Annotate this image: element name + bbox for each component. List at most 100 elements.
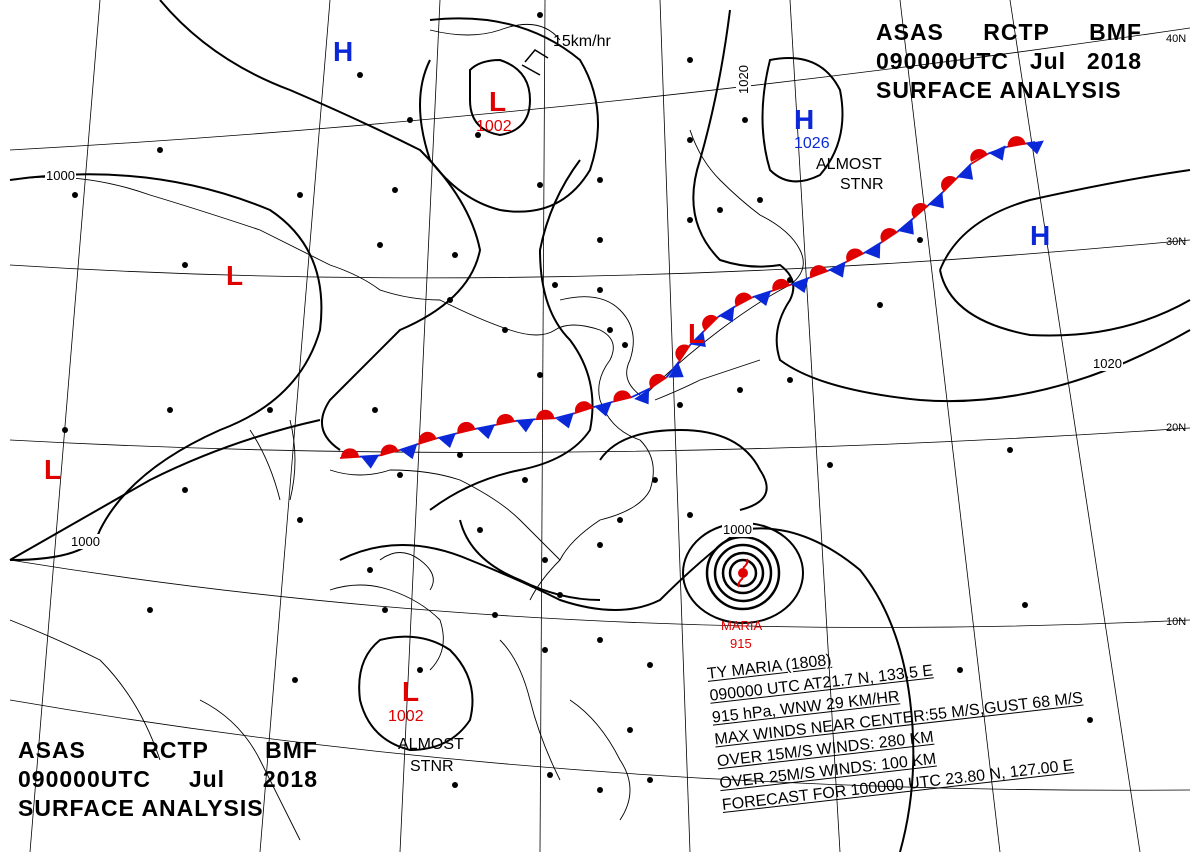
typhoon-rings [682, 522, 804, 624]
header-title: SURFACE ANALYSIS [876, 77, 1122, 103]
latitude-label: 40N [1166, 33, 1187, 45]
cold-front-symbol [438, 433, 456, 448]
cold-front-symbol [634, 388, 650, 405]
header-bulletin: BMF [265, 737, 318, 763]
cold-front-symbol [1026, 140, 1044, 155]
front-segment [554, 412, 575, 420]
warm-front-symbol [1007, 136, 1026, 147]
header-source: ASAS [18, 737, 86, 763]
front-segment [612, 396, 633, 403]
motion-arrow [521, 49, 549, 76]
warm-front-symbol [380, 444, 399, 457]
header-line-2: 090000UTC Jul 2018 [18, 765, 318, 794]
front-segment [456, 427, 477, 435]
low-pressure-symbol: L [688, 318, 706, 349]
warm-front-symbol [496, 413, 515, 425]
warm-front-symbol [941, 175, 957, 192]
cold-front-symbol [594, 402, 612, 417]
warm-front-symbol [340, 448, 359, 458]
high-pressure-symbol: H [333, 36, 354, 67]
cold-front-symbol [556, 413, 574, 429]
front-segment [809, 269, 829, 279]
stationary-front [339, 136, 1044, 469]
isobar-label: 1020 [1092, 356, 1123, 371]
header-year: 2018 [262, 766, 318, 792]
header-line-2: 090000UTC Jul 2018 [876, 47, 1142, 76]
cold-front-symbol [957, 164, 974, 180]
warm-front-symbol [649, 373, 666, 388]
header-bottom-left: ASAS RCTP BMF 090000UTC Jul 2018 SURFACE… [18, 736, 318, 823]
motion-speed: 15km/hr [553, 33, 611, 50]
cold-front-symbol [791, 278, 809, 293]
isobar-label: 1000 [45, 168, 76, 183]
header-source: ASAS [876, 19, 944, 45]
high-pressure-symbol: H [794, 104, 815, 135]
stationary-note: ALMOST [398, 736, 464, 753]
cold-front-symbol [690, 331, 706, 347]
warm-front-symbol [702, 314, 718, 331]
front-segment [970, 152, 989, 165]
isobar-label: 1020 [735, 64, 751, 95]
coastlines [9, 23, 804, 841]
low-pressure-symbol: L [489, 86, 507, 117]
latitude-label: 10N [1166, 616, 1187, 628]
warm-front-symbol [675, 344, 690, 361]
header-time: 090000UTC [18, 766, 152, 792]
warm-front-symbol [880, 228, 897, 243]
cold-front-symbol [477, 425, 495, 440]
cold-front-symbol [753, 291, 771, 307]
low-pressure-symbol: L [44, 454, 62, 485]
warm-front-symbol [574, 401, 593, 413]
typhoon-symbol [737, 558, 749, 588]
header-year: 2018 [1086, 48, 1142, 74]
front-segment [417, 437, 438, 445]
warm-front-symbol [772, 278, 790, 291]
warm-front-symbol [911, 203, 928, 218]
warm-front-symbol [970, 148, 988, 162]
warm-front-symbol [418, 431, 437, 444]
low-pressure-value: 1002 [388, 708, 424, 725]
header-month: Jul [188, 766, 226, 792]
isobar-label: 1000 [70, 534, 101, 549]
cold-front-symbol [829, 262, 846, 278]
warm-front-symbol [457, 421, 476, 434]
header-station: RCTP [142, 737, 209, 763]
low-pressure-value: 1002 [476, 118, 512, 135]
low-pressure-symbol: L [402, 676, 420, 707]
graticule [9, 0, 1191, 852]
front-segment [927, 191, 944, 207]
isobar-label: 1000 [722, 522, 753, 537]
header-title: SURFACE ANALYSIS [18, 795, 264, 821]
front-segment [631, 387, 651, 398]
low-pressure-symbol: L [226, 260, 244, 291]
warm-front-symbol [809, 265, 828, 278]
latitude-label: 30N [1166, 236, 1187, 248]
cold-front-symbol [898, 219, 914, 235]
stationary-note: STNR [840, 176, 884, 193]
cold-front-symbol [989, 145, 1006, 161]
cold-front-symbol [865, 243, 881, 259]
cold-front-symbol [718, 306, 735, 323]
cold-front-symbol [360, 455, 379, 469]
header-top-right: ASAS RCTP BMF 090000UTC Jul 2018 SURFACE… [876, 18, 1142, 105]
isobars [9, 0, 1191, 852]
cold-front-symbol [668, 362, 684, 378]
front-segment [863, 241, 882, 254]
high-pressure-value: 1026 [794, 135, 830, 152]
header-bulletin: BMF [1089, 19, 1142, 45]
high-pressure-symbol: H [1030, 220, 1051, 251]
warm-front-symbol [734, 292, 752, 306]
header-station: RCTP [983, 19, 1050, 45]
station-dots [62, 12, 1093, 793]
header-line-1: ASAS RCTP BMF [876, 18, 1142, 47]
front-segment [897, 217, 914, 233]
header-line-1: ASAS RCTP BMF [18, 736, 318, 765]
stationary-note: STNR [410, 758, 454, 775]
header-month: Jul [1029, 48, 1067, 74]
warm-front-symbol [536, 409, 555, 420]
latitude-label: 20N [1166, 422, 1187, 434]
front-segment [734, 296, 754, 308]
header-time: 090000UTC [876, 48, 1010, 74]
front-segment [827, 261, 847, 272]
